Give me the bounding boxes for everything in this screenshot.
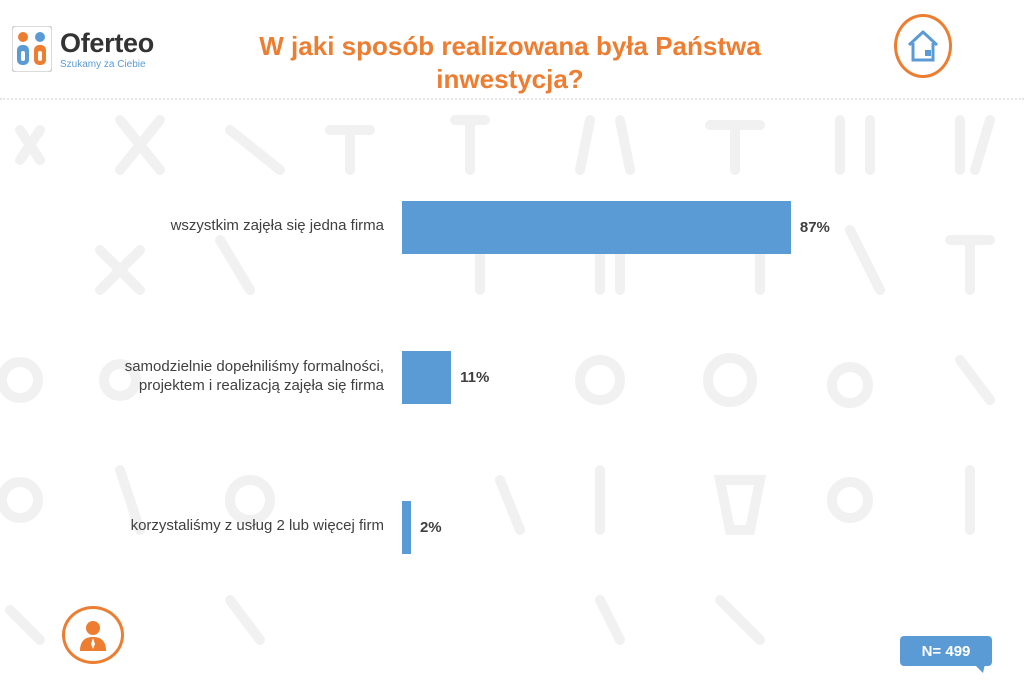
person-badge (62, 606, 124, 664)
bar (402, 351, 452, 404)
logo-figures-icon (12, 26, 52, 72)
sample-size-badge: N= 499 (900, 636, 992, 673)
category-label: wszystkim zajęła się jedna firma (54, 216, 384, 235)
logo-tagline: Szukamy za Ciebie (60, 58, 146, 70)
bar (402, 201, 791, 254)
category-label-line: projektem i realizacją zajęła się firma (138, 376, 384, 394)
bar-value-label: 2% (419, 518, 442, 536)
oferteo-logo[interactable]: Oferteo Szukamy za Ciebie (12, 26, 154, 72)
header-divider (0, 98, 1024, 100)
category-label-line: korzystaliśmy z usług 2 lub więcej firm (130, 517, 384, 534)
bar-value-label: 87% (799, 218, 830, 236)
slide-title: W jaki sposób realizowana była Państwa i… (259, 31, 761, 94)
bar-value-label: 11% (460, 368, 490, 386)
category-label-line: wszystkim zajęła się jedna firma (170, 217, 384, 234)
category-label: samodzielnie dopełniliśmy formalności, pr… (54, 357, 384, 395)
person-icon (80, 621, 106, 651)
bar (402, 501, 411, 554)
house-badge (894, 14, 952, 78)
category-label: korzystaliśmy z usług 2 lub więcej firm (54, 516, 384, 535)
category-label-line: samodzielnie dopełniliśmy formalności, (124, 357, 384, 375)
house-icon (907, 30, 939, 62)
logo-name: Oferteo (60, 27, 154, 58)
